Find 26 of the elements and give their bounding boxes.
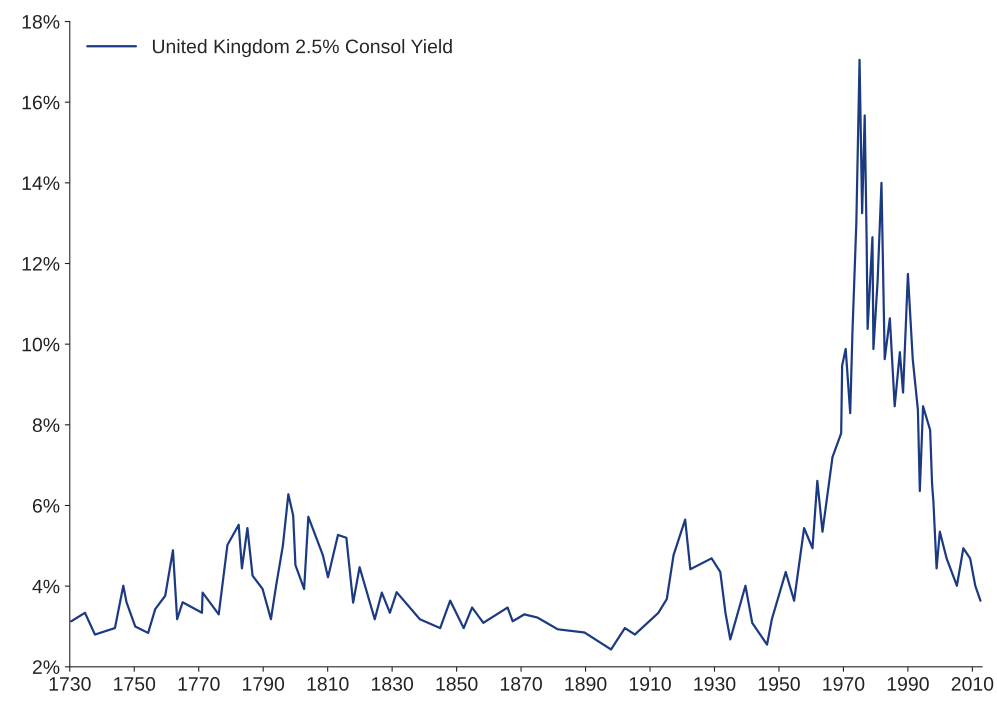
x-tick-label: 1870: [500, 677, 542, 691]
x-tick-label: 1830: [372, 677, 414, 691]
x-tick-label: 1930: [694, 677, 736, 691]
y-tick-label: 10%: [22, 338, 60, 352]
y-tick-label: 6%: [32, 498, 60, 513]
x-tick-label: 1770: [178, 677, 220, 691]
y-tick-label: 12%: [22, 256, 60, 271]
x-tick-label: 1790: [243, 677, 284, 691]
y-tick-label: 2%: [32, 660, 60, 674]
x-tick-label: 1970: [823, 677, 864, 691]
x-tick-label: 1730: [50, 677, 91, 691]
y-tick-label: 14%: [22, 176, 60, 190]
y-tick-label: 16%: [22, 96, 60, 110]
x-tick-label: 1990: [888, 677, 929, 691]
legend-label: United Kingdom 2.5% Consol Yield: [152, 39, 452, 58]
x-tick-label: 1810: [308, 677, 349, 691]
x-tick-label: 2010: [952, 677, 994, 691]
x-tick-label: 1750: [114, 677, 156, 691]
y-tick-label: 4%: [32, 580, 60, 594]
x-tick-label: 1850: [436, 677, 478, 691]
x-tick-label: 1910: [630, 677, 671, 691]
x-tick-label: 1890: [565, 677, 606, 691]
line-series: [70, 58, 982, 651]
y-tick-label: 8%: [32, 418, 60, 432]
x-tick-label: 1950: [758, 677, 800, 691]
y-tick-label: 18%: [22, 14, 60, 29]
